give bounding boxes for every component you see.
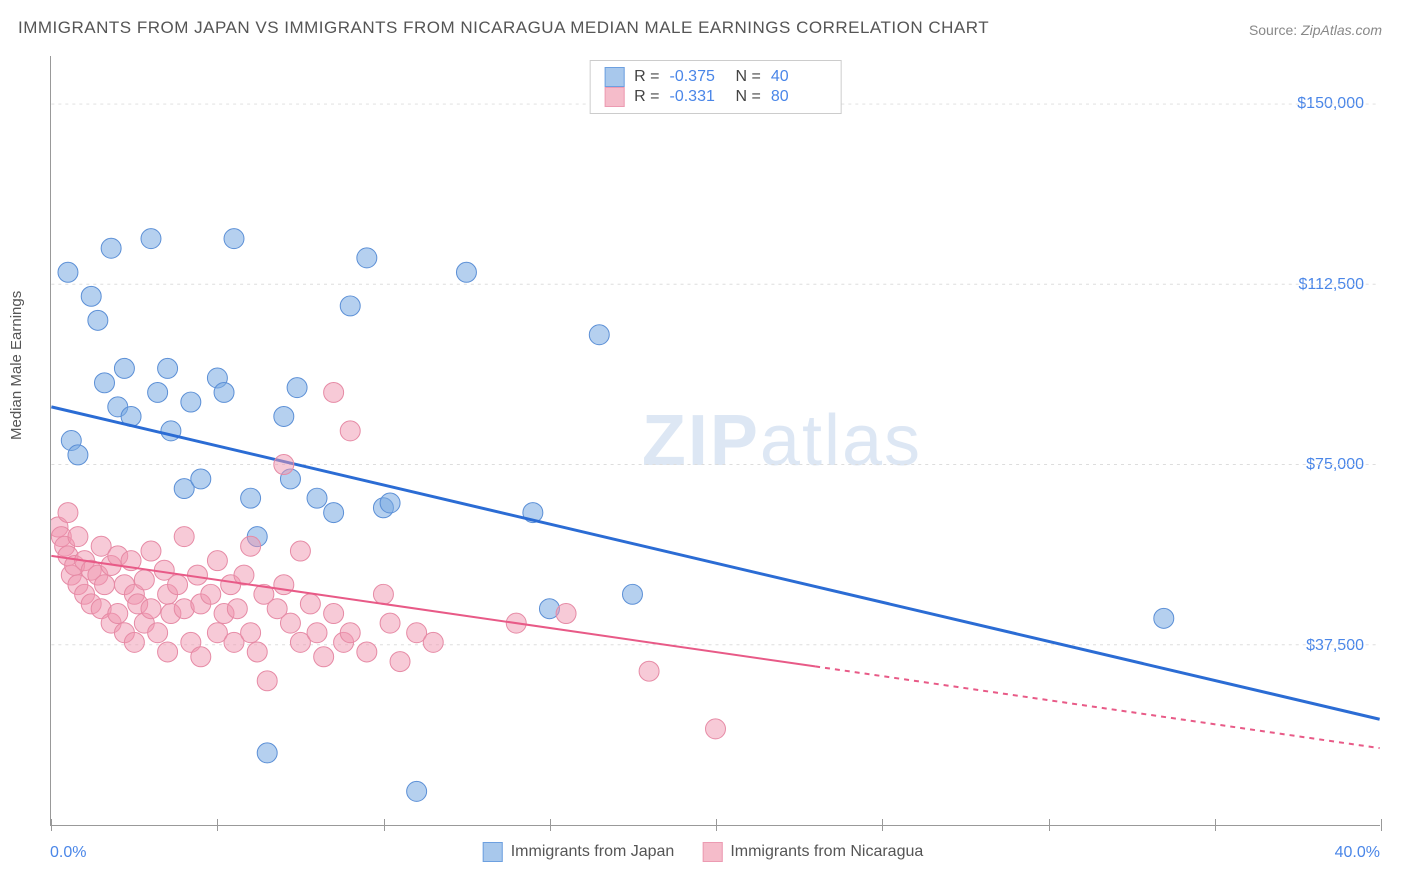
scatter-point [191,647,211,667]
y-axis-label: Median Male Earnings [8,291,25,440]
legend-r-label: R = [634,68,659,86]
scatter-point [423,632,443,652]
scatter-point [58,503,78,523]
scatter-point [324,503,344,523]
scatter-point [307,623,327,643]
scatter-point [168,575,188,595]
scatter-point [340,623,360,643]
legend-swatch-nicaragua [702,842,722,862]
scatter-point [241,488,261,508]
scatter-point [101,238,121,258]
legend-n-value-japan: 40 [771,68,827,86]
scatter-point [290,541,310,561]
scatter-point [124,632,144,652]
legend-n-label: N = [736,88,761,106]
scatter-point [88,310,108,330]
scatter-point [274,406,294,426]
legend-swatch-nicaragua [604,87,624,107]
scatter-point [407,781,427,801]
legend-row: R = -0.375 N = 40 [604,67,827,87]
scatter-point [148,382,168,402]
scatter-point [181,392,201,412]
legend-label: Immigrants from Japan [511,843,675,861]
scatter-point [380,613,400,633]
source-value: ZipAtlas.com [1301,22,1382,38]
scatter-point [158,358,178,378]
chart-title: IMMIGRANTS FROM JAPAN VS IMMIGRANTS FROM… [18,18,989,38]
legend-item: Immigrants from Nicaragua [702,842,923,862]
scatter-point [589,325,609,345]
scatter-point [81,286,101,306]
legend-row: R = -0.331 N = 80 [604,87,827,107]
x-axis-min-label: 0.0% [50,844,86,862]
legend-n-label: N = [736,68,761,86]
source-attribution: Source: ZipAtlas.com [1249,22,1382,38]
legend-n-value-nicaragua: 80 [771,88,827,106]
scatter-point [241,623,261,643]
legend-r-label: R = [634,88,659,106]
scatter-point [224,229,244,249]
trend-line-dashed [815,666,1380,748]
scatter-point [95,373,115,393]
scatter-point [456,262,476,282]
chart-plot-area: ZIPatlas R = -0.375 N = 40 R = -0.331 N … [50,56,1380,826]
scatter-point [340,421,360,441]
scatter-point [134,570,154,590]
scatter-point [158,642,178,662]
scatter-point [207,551,227,571]
scatter-point [174,527,194,547]
scatter-point [390,652,410,672]
scatter-point [141,541,161,561]
scatter-point [68,527,88,547]
scatter-point [214,382,234,402]
correlation-legend: R = -0.375 N = 40 R = -0.331 N = 80 [589,60,842,114]
scatter-point [324,604,344,624]
trend-line [51,407,1379,719]
legend-swatch-japan [483,842,503,862]
scatter-point [280,613,300,633]
scatter-point [148,623,168,643]
legend-r-value-nicaragua: -0.331 [670,88,726,106]
scatter-point [556,604,576,624]
scatter-point [357,248,377,268]
scatter-point [58,262,78,282]
scatter-point [300,594,320,614]
scatter-point [201,584,221,604]
scatter-point [340,296,360,316]
legend-r-value-japan: -0.375 [670,68,726,86]
scatter-point [241,536,261,556]
source-label: Source: [1249,22,1297,38]
scatter-point [307,488,327,508]
scatter-point [274,575,294,595]
scatter-point [141,599,161,619]
x-axis-max-label: 40.0% [1335,844,1380,862]
scatter-point [314,647,334,667]
scatter-point [108,604,128,624]
scatter-point [639,661,659,681]
scatter-point [380,493,400,513]
x-tick-mark [1381,819,1382,831]
scatter-point [622,584,642,604]
scatter-point [274,455,294,475]
scatter-point [68,445,88,465]
legend-item: Immigrants from Japan [483,842,675,862]
scatter-point [247,642,267,662]
legend-label: Immigrants from Nicaragua [730,843,923,861]
scatter-point [706,719,726,739]
scatter-point [357,642,377,662]
scatter-point [373,584,393,604]
scatter-point [114,358,134,378]
scatter-point [287,378,307,398]
series-legend: Immigrants from Japan Immigrants from Ni… [483,842,924,862]
scatter-point [141,229,161,249]
scatter-point [257,743,277,763]
legend-swatch-japan [604,67,624,87]
scatter-point [324,382,344,402]
scatter-point [227,599,247,619]
scatter-point [191,469,211,489]
scatter-point [257,671,277,691]
scatter-point [95,575,115,595]
scatter-point [1154,608,1174,628]
scatter-svg [51,56,1380,825]
